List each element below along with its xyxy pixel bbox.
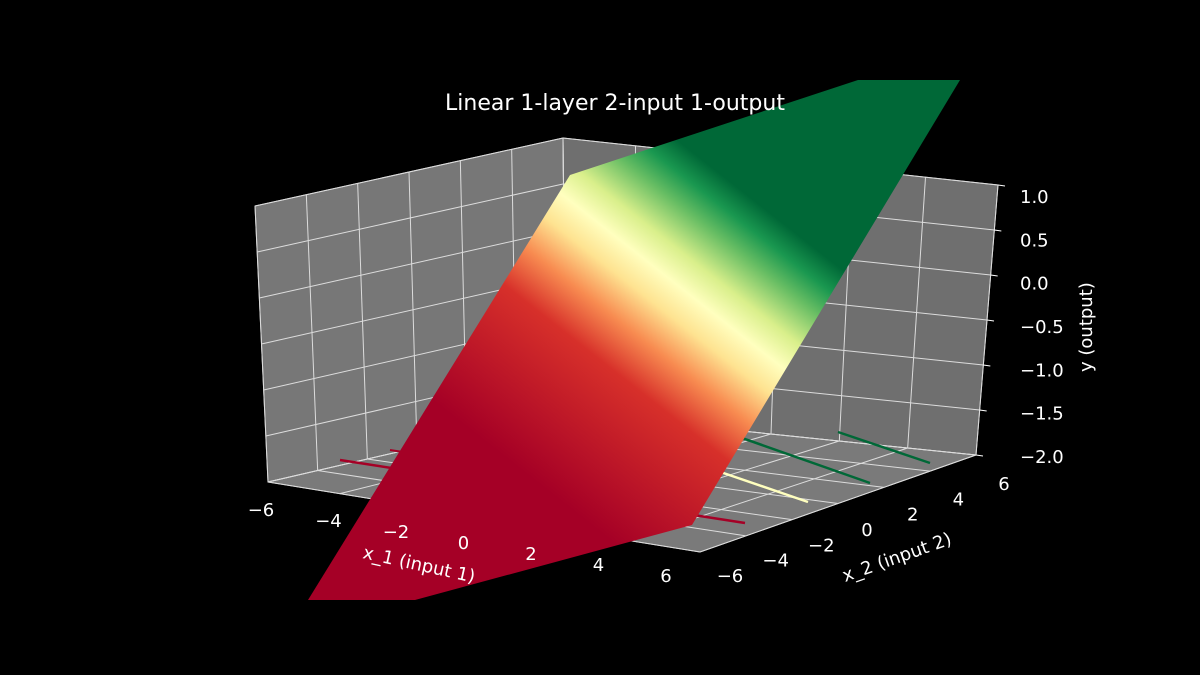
- x-tick-label: −4: [315, 511, 342, 532]
- chart-title: Linear 1-layer 2-input 1-output: [445, 91, 785, 116]
- y-tick-label: 6: [998, 474, 1009, 495]
- z-tick-mark: [994, 229, 1002, 232]
- y-tick-label: −6: [717, 566, 744, 587]
- x-tick-label: 6: [660, 566, 671, 587]
- z-tick-label: −1.0: [1020, 360, 1064, 381]
- x-tick-label: 2: [525, 544, 536, 565]
- y-tick-label: 2: [907, 505, 918, 526]
- y-tick-label: −2: [808, 535, 835, 556]
- z-tick-label: 1.0: [1020, 187, 1049, 208]
- contour-green-1: [724, 430, 871, 485]
- z-tick-label: 0.0: [1020, 274, 1049, 295]
- x-tick-label: 4: [593, 555, 604, 576]
- z-tick-mark: [997, 184, 1006, 187]
- x-tick-label: −2: [383, 522, 410, 543]
- z-tick-mark: [979, 409, 987, 412]
- y-tick-label: 0: [861, 520, 872, 541]
- z-tick-label: −2.0: [1020, 447, 1064, 468]
- y-tick-label: 4: [953, 489, 964, 510]
- z-tick-mark: [986, 319, 995, 322]
- z-tick-label: 0.5: [1020, 230, 1049, 251]
- z-tick-mark: [990, 274, 998, 277]
- y-axis-label: x_2 (input 2): [840, 529, 955, 587]
- y-tick-label: −4: [762, 551, 789, 572]
- z-tick-label: −1.5: [1020, 404, 1064, 425]
- contour-green-2: [837, 430, 931, 465]
- z-axis-label: y (output): [1076, 282, 1097, 372]
- x-tick-label: 0: [458, 533, 469, 554]
- output-surface: [308, 80, 960, 600]
- x-tick-label: −6: [248, 500, 275, 521]
- axis-ticks: −6 −4 −2 0 2 4 6 −6 −4 −2 0 2 4 6 −2.0 −1.5 −1.0 −0.5 0.0 0…: [248, 184, 1064, 587]
- z-tick-mark: [983, 364, 991, 367]
- z-tick-mark: [975, 454, 984, 457]
- z-tick-label: −0.5: [1020, 317, 1064, 338]
